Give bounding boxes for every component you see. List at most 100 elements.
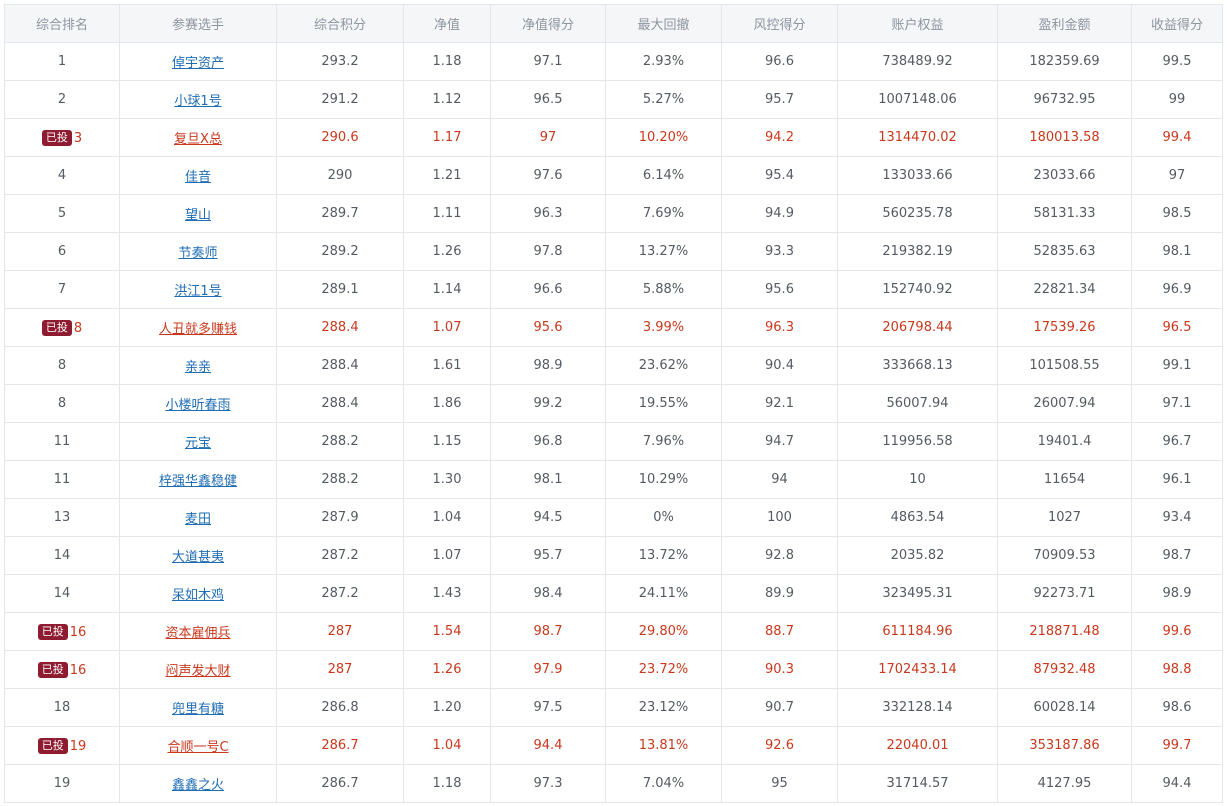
return-score-cell: 99.1 xyxy=(1131,346,1223,385)
max-drawdown-cell: 10.20% xyxy=(605,118,722,157)
player-link[interactable]: 大道甚夷 xyxy=(171,550,224,565)
header-nav: 净值 xyxy=(403,4,491,43)
risk-score-cell: 94.9 xyxy=(721,194,838,233)
rank-cell: 1 xyxy=(4,42,120,81)
return-score-cell: 99.4 xyxy=(1131,118,1223,157)
player-link[interactable]: 兜里有糖 xyxy=(171,702,224,717)
profit-cell: 92273.71 xyxy=(997,574,1132,613)
nav-cell: 1.04 xyxy=(403,726,491,765)
nav-score-cell: 98.9 xyxy=(490,346,606,385)
player-link[interactable]: 麦田 xyxy=(184,512,211,527)
player-link[interactable]: 梓强华鑫稳健 xyxy=(158,474,237,489)
risk-score-cell: 96.6 xyxy=(721,42,838,81)
player-link[interactable]: 佳音 xyxy=(184,170,211,185)
player-link[interactable]: 小楼听春雨 xyxy=(165,398,231,413)
table-row: 已投 8 人丑就多赚钱 288.4 1.07 95.6 3.99% 96.3 206798.44… xyxy=(4,308,1223,347)
player-link[interactable]: 洪江1号 xyxy=(174,284,222,299)
table-row: 19 鑫鑫之火 286.7 1.18 97.3 7.04% 95 31714.57 4127.9… xyxy=(4,764,1223,803)
rank-cell: 19 xyxy=(4,764,120,803)
header-score: 综合积分 xyxy=(276,4,404,43)
nav-score-cell: 94.5 xyxy=(490,498,606,537)
rank-value: 18 xyxy=(53,700,71,715)
nav-cell: 1.20 xyxy=(403,688,491,727)
player-link[interactable]: 节奏师 xyxy=(178,246,218,261)
player-link[interactable]: 呆如木鸡 xyxy=(171,588,224,603)
table-row: 4 佳音 290 1.21 97.6 6.14% 95.4 133033.66 23033.66… xyxy=(4,156,1223,195)
return-score-cell: 99 xyxy=(1131,80,1223,119)
rank-value: 19 xyxy=(69,738,87,754)
equity-cell: 1702433.14 xyxy=(837,650,998,689)
header-equity: 账户权益 xyxy=(837,4,998,43)
return-score-cell: 99.5 xyxy=(1131,42,1223,81)
return-score-cell: 96.1 xyxy=(1131,460,1223,499)
score-cell: 286.8 xyxy=(276,688,404,727)
invested-badge: 已投 xyxy=(41,129,72,146)
nav-score-cell: 96.6 xyxy=(490,270,606,309)
player-link[interactable]: 合顺一号C xyxy=(167,740,229,755)
return-score-cell: 98.6 xyxy=(1131,688,1223,727)
return-score-cell: 96.5 xyxy=(1131,308,1223,347)
return-score-cell: 98.7 xyxy=(1131,536,1223,575)
profit-cell: 26007.94 xyxy=(997,384,1132,423)
player-link[interactable]: 望山 xyxy=(184,208,211,223)
nav-score-cell: 98.4 xyxy=(490,574,606,613)
nav-cell: 1.30 xyxy=(403,460,491,499)
risk-score-cell: 93.3 xyxy=(721,232,838,271)
header-risk-score: 风控得分 xyxy=(721,4,838,43)
player-link[interactable]: 人丑就多赚钱 xyxy=(158,322,237,337)
return-score-cell: 93.4 xyxy=(1131,498,1223,537)
header-return-score: 收益得分 xyxy=(1131,4,1223,43)
player-link[interactable]: 倬宇资产 xyxy=(171,56,224,71)
player-link[interactable]: 资本雇佣兵 xyxy=(165,626,231,641)
max-drawdown-cell: 29.80% xyxy=(605,612,722,651)
max-drawdown-cell: 10.29% xyxy=(605,460,722,499)
rank-value: 16 xyxy=(69,624,87,640)
risk-score-cell: 95.7 xyxy=(721,80,838,119)
rank-cell: 8 xyxy=(4,346,120,385)
risk-score-cell: 95.6 xyxy=(721,270,838,309)
player-link[interactable]: 闷声发大财 xyxy=(165,664,231,679)
nav-cell: 1.15 xyxy=(403,422,491,461)
rank-value: 11 xyxy=(53,434,71,449)
equity-cell: 332128.14 xyxy=(837,688,998,727)
player-link[interactable]: 元宝 xyxy=(184,436,211,451)
nav-score-cell: 97.8 xyxy=(490,232,606,271)
nav-cell: 1.26 xyxy=(403,650,491,689)
rank-cell: 已投 16 xyxy=(4,650,120,689)
equity-cell: 611184.96 xyxy=(837,612,998,651)
rank-cell: 11 xyxy=(4,460,120,499)
table-row: 6 节奏师 289.2 1.26 97.8 13.27% 93.3 219382.19 5283… xyxy=(4,232,1223,271)
table-row: 14 呆如木鸡 287.2 1.43 98.4 24.11% 89.9 323495.31 92… xyxy=(4,574,1223,613)
return-score-cell: 98.8 xyxy=(1131,650,1223,689)
score-cell: 288.4 xyxy=(276,384,404,423)
profit-cell: 101508.55 xyxy=(997,346,1132,385)
return-score-cell: 98.5 xyxy=(1131,194,1223,233)
player-cell: 兜里有糖 xyxy=(119,688,277,727)
nav-score-cell: 94.4 xyxy=(490,726,606,765)
profit-cell: 70909.53 xyxy=(997,536,1132,575)
table-row: 8 小楼听春雨 288.4 1.86 99.2 19.55% 92.1 56007.94 260… xyxy=(4,384,1223,423)
risk-score-cell: 96.3 xyxy=(721,308,838,347)
nav-cell: 1.26 xyxy=(403,232,491,271)
return-score-cell: 97 xyxy=(1131,156,1223,195)
table-row: 13 麦田 287.9 1.04 94.5 0% 100 4863.54 1027 93.4 xyxy=(4,498,1223,537)
player-link[interactable]: 复旦X总 xyxy=(174,132,222,147)
profit-cell: 96732.95 xyxy=(997,80,1132,119)
player-link[interactable]: 小球1号 xyxy=(174,94,222,109)
equity-cell: 1007148.06 xyxy=(837,80,998,119)
profit-cell: 58131.33 xyxy=(997,194,1132,233)
player-link[interactable]: 鑫鑫之火 xyxy=(171,778,224,793)
max-drawdown-cell: 5.27% xyxy=(605,80,722,119)
score-cell: 286.7 xyxy=(276,726,404,765)
nav-cell: 1.07 xyxy=(403,308,491,347)
score-cell: 290.6 xyxy=(276,118,404,157)
table-row: 已投 16 资本雇佣兵 287 1.54 98.7 29.80% 88.7 611184.96 2… xyxy=(4,612,1223,651)
equity-cell: 133033.66 xyxy=(837,156,998,195)
table-row: 14 大道甚夷 287.2 1.07 95.7 13.72% 92.8 2035.82 7090… xyxy=(4,536,1223,575)
player-cell: 亲亲 xyxy=(119,346,277,385)
player-link[interactable]: 亲亲 xyxy=(184,360,211,375)
rank-cell: 7 xyxy=(4,270,120,309)
rank-value: 7 xyxy=(57,282,67,297)
profit-cell: 182359.69 xyxy=(997,42,1132,81)
